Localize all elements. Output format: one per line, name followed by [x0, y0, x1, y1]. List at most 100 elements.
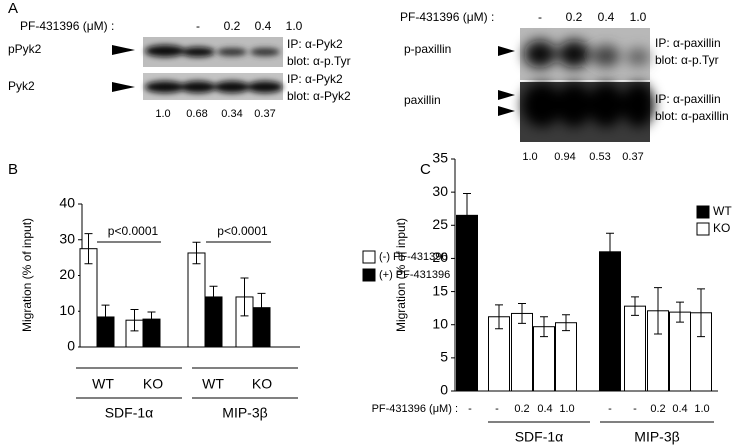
error-bar [654, 287, 662, 335]
bar [456, 214, 478, 392]
quantification: 0.37 [254, 108, 275, 120]
x-tick-label: 0.2 [650, 403, 665, 415]
group-label: SDF-1α [515, 429, 564, 445]
quantification: 0.34 [221, 108, 242, 120]
error-bar [697, 288, 705, 338]
y-tick-label: 15 [432, 282, 448, 298]
y-tick-label: 20 [59, 266, 75, 282]
blot-label: blot: α-p.Tyr [287, 54, 351, 68]
x-tick-label: 0.4 [672, 403, 687, 415]
error-bar [130, 308, 139, 332]
x-tick-label: WT [92, 376, 114, 392]
error-bar [562, 314, 570, 332]
dose-label: - [538, 10, 542, 24]
treatment-label: PF-431396 (μM) : [20, 19, 114, 33]
x-tick-label: 0.4 [537, 403, 552, 415]
x-tick-label: - [468, 403, 472, 415]
blot-label: blot: α-p.Tyr [655, 53, 719, 67]
x-tick-label: - [608, 403, 612, 415]
x-tick-label: - [633, 403, 637, 415]
y-tick-label: 5 [440, 349, 448, 365]
blot-image [112, 37, 283, 100]
x-tick-label: - [495, 403, 499, 415]
blot-label: blot: α-Pyk2 [287, 89, 351, 103]
legend-label: (-) PF-431396 [379, 251, 447, 263]
error-bar [209, 285, 218, 309]
ip-label: IP: α-Pyk2 [287, 37, 343, 51]
y-tick-label: 10 [59, 302, 75, 318]
bar [187, 252, 206, 348]
y-axis-label: Migration (% of input) [394, 218, 408, 332]
legend-swatch [362, 268, 376, 282]
y-tick-label: 25 [432, 216, 448, 232]
error-bar [240, 277, 249, 317]
dose-label: 0.4 [255, 19, 272, 33]
quantification: 0.94 [554, 151, 575, 163]
error-bar [495, 304, 503, 330]
bar [669, 311, 691, 392]
error-bar [257, 292, 266, 323]
legend-label: (+) PF-431396 [379, 269, 450, 281]
quantification: 1.0 [155, 108, 170, 120]
quantification: 1.0 [522, 151, 537, 163]
dose-label: 0.2 [224, 19, 241, 33]
error-bar [606, 232, 614, 271]
y-tick-label: 0 [67, 338, 75, 354]
ip-label: IP: α-paxillin [655, 36, 721, 50]
y-axis-label: Migration (% of input) [20, 218, 34, 332]
error-bar [631, 296, 639, 316]
significance-label: p<0.0001 [217, 224, 268, 238]
error-bar [147, 311, 156, 327]
y-tick-label: 30 [59, 230, 75, 246]
y-tick-label: 10 [432, 315, 448, 331]
treatment-label: PF-431396 (μM) : [400, 10, 494, 24]
x-tick-label: 1.0 [694, 403, 709, 415]
legend-swatch [696, 205, 710, 219]
band-label: paxillin [404, 93, 441, 107]
blot-image [498, 28, 654, 142]
panel-label: B [8, 161, 18, 178]
bar [511, 312, 533, 392]
error-bar [101, 304, 110, 330]
y-tick-label: 30 [432, 183, 448, 199]
dose-label: 0.2 [566, 10, 583, 24]
x-tick-label: 0.2 [514, 403, 529, 415]
blot-label: blot: α-paxillin [655, 109, 729, 123]
dose-label: 0.4 [598, 10, 615, 24]
bar [624, 305, 646, 392]
band-label: Pyk2 [8, 79, 35, 93]
x-tick-label: KO [252, 376, 272, 392]
error-bar [463, 192, 471, 238]
panel-label: A [8, 0, 18, 17]
x-tick-label: WT [202, 376, 224, 392]
bar [599, 251, 621, 392]
band-label: p-paxillin [404, 42, 451, 56]
bar [555, 322, 577, 392]
y-tick-label: 0 [440, 382, 448, 398]
group-label: SDF-1α [105, 405, 154, 421]
significance-label: p<0.0001 [108, 224, 159, 238]
dose-label: 1.0 [630, 10, 647, 24]
y-tick-label: 40 [59, 195, 75, 211]
ip-label: IP: α-Pyk2 [287, 72, 343, 86]
legend-label: WT [713, 204, 732, 218]
y-tick-label: 20 [432, 249, 448, 265]
x-axis-label: PF-431396 (μM) : [372, 403, 458, 415]
band-label: pPyk2 [8, 42, 42, 56]
dose-label: - [196, 19, 200, 33]
group-label: MIP-3β [634, 429, 679, 445]
x-tick-label: 1.0 [559, 403, 574, 415]
error-bar [676, 301, 684, 323]
ip-label: IP: α-paxillin [655, 92, 721, 106]
error-bar [540, 316, 548, 338]
group-label: MIP-3β [222, 405, 267, 421]
error-bar [518, 303, 526, 324]
panel-label: C [420, 161, 431, 178]
quantification: 0.68 [186, 108, 207, 120]
error-bar [84, 233, 93, 265]
quantification: 0.53 [589, 151, 610, 163]
legend-swatch [696, 222, 710, 236]
legend-swatch [362, 250, 376, 264]
legend-label: KO [713, 221, 730, 235]
